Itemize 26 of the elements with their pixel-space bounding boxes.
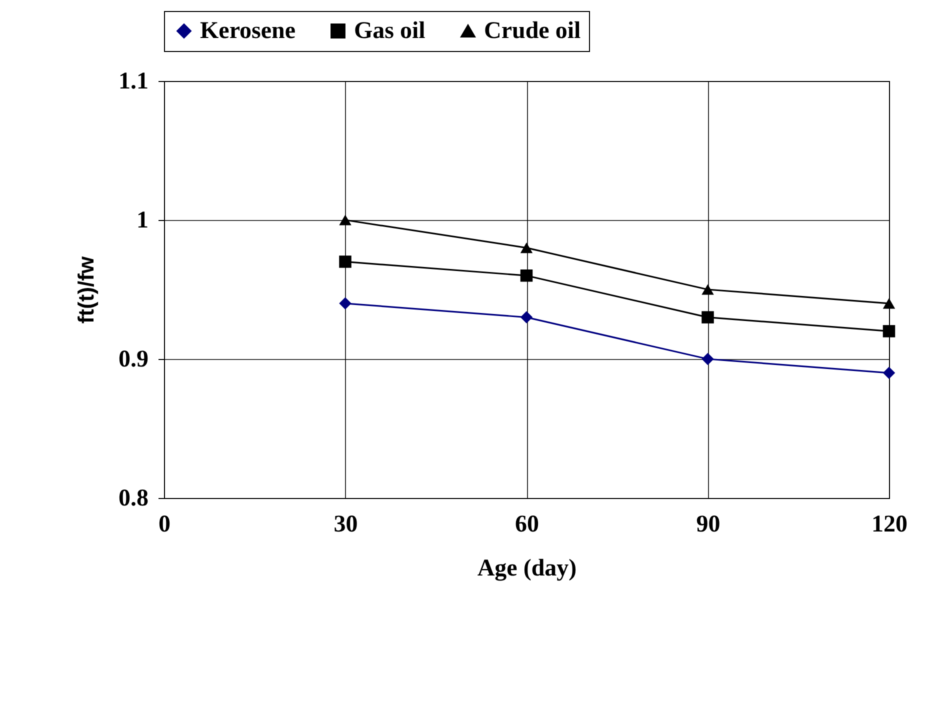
point: [339, 297, 352, 310]
x-tick-label: 90: [696, 512, 720, 538]
point: [702, 284, 714, 295]
point: [882, 325, 896, 338]
point: [702, 352, 714, 366]
point: [520, 269, 533, 282]
y-tick-label: 1: [136, 208, 148, 234]
legend-label: Crude oil: [484, 18, 581, 44]
point: [520, 242, 533, 254]
x-axis-title: Age (day): [477, 556, 577, 582]
x-tick-label: 120: [872, 512, 908, 538]
x-tick-label: 60: [515, 512, 539, 538]
y-tick-label: 0.8: [118, 486, 148, 512]
legend-label: Kerosene: [200, 18, 296, 44]
y-tick-label: 1.1: [118, 68, 148, 94]
point: [882, 298, 896, 309]
legend-label: Gas oil: [354, 18, 426, 44]
point: [882, 366, 896, 380]
x-tick-label: 0: [158, 512, 170, 538]
point: [339, 214, 352, 226]
point: [520, 311, 533, 324]
y-axis-title: ft(t)/fw: [74, 256, 98, 324]
point: [339, 256, 352, 268]
point: [702, 311, 714, 324]
x-tick-label: 30: [334, 512, 358, 538]
y-tick-label: 0.9: [118, 346, 148, 372]
